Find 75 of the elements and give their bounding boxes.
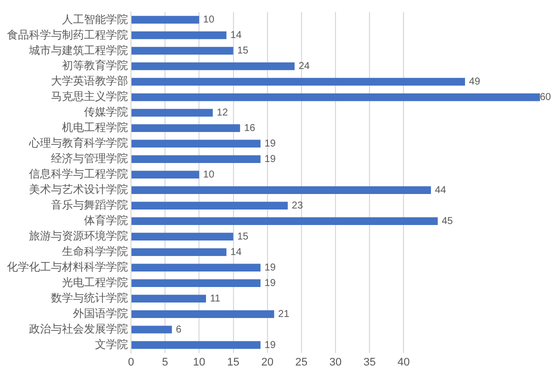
y-tick-label: 经济与管理学院 [51, 152, 128, 166]
y-tick-label: 体育学院 [84, 214, 128, 228]
y-tick-label: 生命科学学院 [62, 245, 128, 258]
bar [132, 248, 226, 256]
data-label: 14 [230, 30, 242, 41]
data-label: 19 [264, 154, 276, 165]
y-tick-label: 信息科学与工程学院 [29, 168, 128, 181]
bar [132, 108, 213, 117]
bar [132, 124, 240, 132]
x-tick-label: 35 [363, 356, 376, 368]
y-tick-label: 数学与统计学院 [51, 292, 128, 305]
y-tick-label: 城市与建筑工程学院 [28, 44, 128, 57]
y-tick-label: 初等教育学院 [62, 59, 128, 72]
data-label: 44 [434, 184, 446, 196]
data-label: 45 [442, 216, 454, 227]
x-tick-label: 5 [162, 356, 168, 368]
bar [132, 155, 261, 164]
bar [132, 78, 466, 86]
data-label: 23 [292, 200, 304, 212]
data-label: 19 [264, 340, 276, 351]
bar [132, 46, 234, 55]
x-tick-label: 25 [295, 356, 308, 368]
x-tick-label: 10 [193, 356, 206, 368]
x-tick-label: 0 [128, 356, 134, 368]
data-label: 15 [237, 45, 249, 56]
bar [132, 202, 288, 210]
bar [132, 310, 274, 318]
data-label: 49 [469, 76, 481, 88]
y-tick-label: 心理与教育科学学院 [28, 136, 128, 150]
data-label: 14 [230, 246, 242, 258]
y-tick-label: 外国语学院 [73, 307, 128, 320]
data-label: 19 [264, 278, 276, 289]
data-label: 12 [216, 107, 228, 118]
data-label: 6 [176, 324, 182, 336]
y-tick-label: 化学化工与材料科学学院 [7, 260, 128, 274]
y-tick-label: 政治与社会发展学院 [29, 322, 128, 336]
data-label: 10 [203, 169, 215, 180]
y-tick-label: 音乐与舞蹈学院 [51, 198, 128, 212]
x-tick-label: 30 [329, 356, 342, 368]
bar [132, 232, 234, 240]
data-label: 19 [264, 138, 276, 150]
data-label: 16 [244, 122, 256, 134]
x-tick-label: 15 [227, 356, 240, 368]
x-tick-label: 20 [261, 356, 274, 368]
bar [132, 217, 438, 225]
y-tick-label: 文学院 [95, 338, 128, 352]
data-label: 21 [278, 308, 290, 320]
data-label: 10 [203, 14, 215, 26]
bar [132, 16, 200, 24]
data-label: 19 [264, 262, 276, 274]
data-label: 11 [210, 293, 221, 304]
y-tick-label: 食品科学与制药工程学院 [7, 28, 128, 42]
y-tick-label: 传媒学院 [84, 106, 128, 119]
bar [132, 31, 226, 40]
y-tick-label: 光电工程学院 [62, 276, 128, 290]
data-label: 24 [298, 60, 310, 72]
bar [132, 170, 200, 179]
bar [132, 62, 295, 70]
bar [132, 294, 206, 302]
bar [132, 140, 261, 148]
bar [132, 93, 540, 102]
y-tick-label: 人工智能学院 [62, 12, 128, 26]
bar [132, 279, 261, 287]
bar [132, 264, 261, 272]
bar [132, 186, 431, 194]
bar [132, 341, 261, 349]
y-tick-label: 旅游与资源环境学院 [29, 230, 128, 243]
y-tick-label: 美术与艺术设计学院 [29, 183, 128, 196]
x-tick-label: 40 [398, 356, 410, 368]
bar [132, 326, 172, 334]
y-tick-label: 马克思主义学院 [51, 90, 128, 104]
data-label: 60 [540, 92, 552, 103]
y-tick-label: 大学英语教学部 [51, 74, 128, 88]
data-label: 15 [237, 231, 249, 242]
y-tick-label: 机电工程学院 [62, 121, 128, 134]
